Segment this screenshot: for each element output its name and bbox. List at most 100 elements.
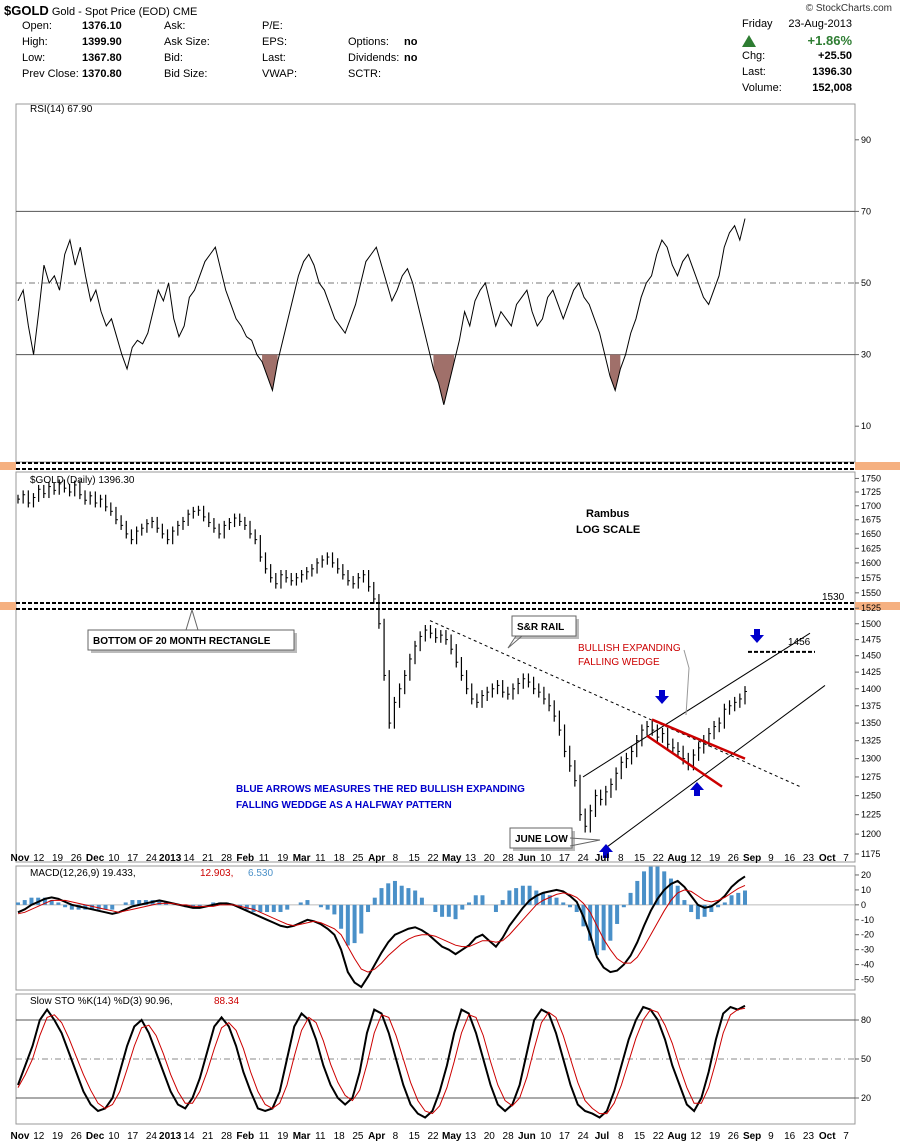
band-marker	[855, 602, 900, 610]
x-axis-label: May	[442, 1131, 462, 1142]
quote-label: Last:	[742, 66, 766, 78]
y-tick-label: 90	[861, 135, 871, 145]
quote-value: no	[404, 52, 418, 64]
annotation-sr-rail: S&R RAIL	[517, 622, 564, 633]
y-tick-label: 10	[861, 885, 871, 895]
macd-histogram-bar	[682, 900, 687, 905]
y-tick-label: 1300	[861, 754, 881, 764]
quote-label: Bid:	[164, 52, 183, 64]
arrow-up-icon	[599, 844, 613, 858]
x-axis-label: 22	[653, 853, 665, 864]
macd-histogram-bar	[716, 904, 721, 908]
macd-histogram-bar	[743, 890, 747, 905]
x-axis-label: May	[442, 853, 462, 864]
pct-change: +1.86%	[807, 33, 852, 48]
y-tick-label: 1475	[861, 635, 881, 645]
macd-histogram-bar	[493, 904, 498, 913]
macd-histogram-bar	[446, 904, 451, 917]
callout-box	[511, 615, 577, 637]
band-marker	[0, 462, 16, 470]
x-axis-label: 21	[202, 853, 214, 864]
x-axis-label: Jul	[595, 1131, 610, 1142]
x-axis-label: 7	[843, 1131, 849, 1142]
x-axis-label: 26	[71, 853, 83, 864]
x-axis-label: Dec	[86, 853, 105, 864]
rsi-oversold-fill	[433, 354, 455, 405]
triangle-up-icon	[742, 35, 756, 47]
x-axis-label: 15	[409, 1131, 421, 1142]
x-axis-label: 17	[127, 853, 139, 864]
macd-histogram-bar	[736, 892, 741, 905]
macd-histogram-bar	[541, 892, 546, 905]
quote-value: 1370.80	[82, 68, 122, 80]
x-axis-label: 17	[559, 853, 571, 864]
annotation-log-scale: LOG SCALE	[576, 524, 640, 536]
macd-histogram-bar	[514, 888, 519, 905]
macd-histogram-bar	[722, 902, 727, 905]
macd-histogram-bar	[648, 866, 653, 905]
quote-label: EPS:	[262, 36, 288, 48]
x-axis-label: 12	[690, 1131, 702, 1142]
y-tick-label: 1375	[861, 701, 881, 711]
exchange: CME	[172, 6, 198, 18]
level-1530-label: 1530	[822, 592, 845, 603]
brand-label[interactable]: © StockCharts.com	[805, 3, 892, 14]
y-tick-label: 50	[861, 1054, 871, 1064]
up-arrow-icon	[742, 35, 756, 50]
arrow-down-icon	[750, 629, 764, 643]
macd-histogram-bar	[695, 904, 700, 920]
x-axis-label: 24	[578, 1131, 590, 1142]
macd-histogram-bar	[332, 904, 337, 915]
macd-histogram-bar	[689, 904, 694, 913]
quote-label: Ask:	[164, 20, 186, 32]
macd-histogram-bar	[103, 904, 108, 910]
macd-histogram-bar	[642, 871, 647, 905]
quote-label: Volume:	[742, 82, 782, 94]
quote-date: 23-Aug-2013	[788, 18, 852, 30]
x-axis-label: 13	[465, 853, 477, 864]
x-axis-label: 15	[634, 1131, 646, 1142]
x-axis-label: 11	[259, 1131, 270, 1142]
stochastic-k-line	[17, 1004, 746, 1119]
quote-label: VWAP:	[262, 68, 298, 80]
chart-title: $GOLD Gold - Spot Price (EOD) CME	[4, 3, 197, 18]
macd-histogram-bar	[22, 900, 27, 905]
x-axis-label: 8	[393, 853, 399, 864]
macd-histogram-bar	[615, 904, 620, 924]
quote-label: Prev Close:	[22, 68, 79, 80]
wedge-upper-line	[651, 718, 746, 760]
x-axis-label: 22	[427, 853, 439, 864]
quote-label: Last:	[262, 52, 286, 64]
macd-histogram-bar	[480, 895, 485, 905]
macd-histogram-bar	[157, 900, 162, 905]
y-tick-label: 20	[861, 870, 871, 880]
macd-histogram-bar	[500, 900, 505, 905]
quote-value: 152,008	[812, 82, 852, 94]
macd-histogram-bar	[413, 890, 418, 905]
macd-histogram-bar	[56, 902, 61, 905]
macd-histogram-bar	[386, 883, 391, 905]
macd-histogram-bar	[305, 900, 310, 905]
macd-histogram-bar	[325, 904, 330, 910]
x-axis-label: 17	[559, 1131, 571, 1142]
macd-histogram-bar	[251, 904, 256, 913]
quote-value: 1376.10	[82, 20, 122, 32]
x-axis-label: 19	[709, 1131, 721, 1142]
symbol: $GOLD	[4, 3, 49, 18]
quote-value: no	[404, 36, 418, 48]
macd-histogram-bar	[96, 904, 101, 910]
macd-histogram-bar	[601, 904, 606, 951]
stochastic-title: Slow STO %K(14) %D(3) 90.96,	[30, 996, 173, 1007]
quote-label: Chg:	[742, 50, 766, 62]
macd-histogram-bar	[29, 897, 34, 905]
x-axis-label: 19	[52, 1131, 64, 1142]
x-axis-label: 25	[352, 853, 364, 864]
y-tick-label: 1650	[861, 529, 881, 539]
macd-histogram-bar	[406, 888, 411, 905]
x-axis-label: 15	[634, 853, 646, 864]
y-tick-label: 1575	[861, 573, 881, 583]
macd-histogram-bar	[561, 902, 566, 905]
x-axis-label: 24	[578, 853, 590, 864]
x-axis-label: 10	[540, 1131, 552, 1142]
